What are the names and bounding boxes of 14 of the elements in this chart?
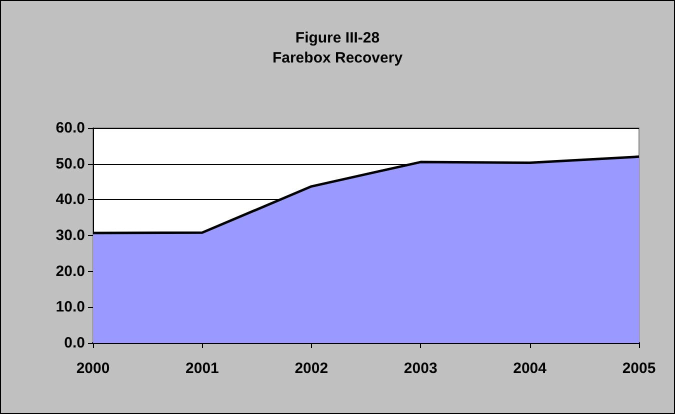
y-tick-label: 20.0 [56, 262, 85, 280]
x-tick-label: 2002 [294, 360, 328, 377]
y-tick-label: 40.0 [56, 191, 85, 208]
y-tick-label: 0.0 [64, 334, 85, 352]
y-tick-label: 60.0 [56, 120, 85, 136]
chart-title: Figure III-28 Farebox Recovery [272, 30, 404, 66]
x-tick-label: 2001 [186, 360, 219, 377]
y-tick-label: 50.0 [56, 155, 85, 172]
x-tick-label: 2005 [622, 360, 656, 377]
x-tick-label: 2004 [513, 360, 548, 377]
y-tick-label: 30.0 [56, 227, 85, 244]
x-tick-label: 2003 [404, 360, 438, 377]
y-tick-label: 10.0 [56, 298, 85, 316]
x-tick-label: 2000 [76, 360, 110, 377]
